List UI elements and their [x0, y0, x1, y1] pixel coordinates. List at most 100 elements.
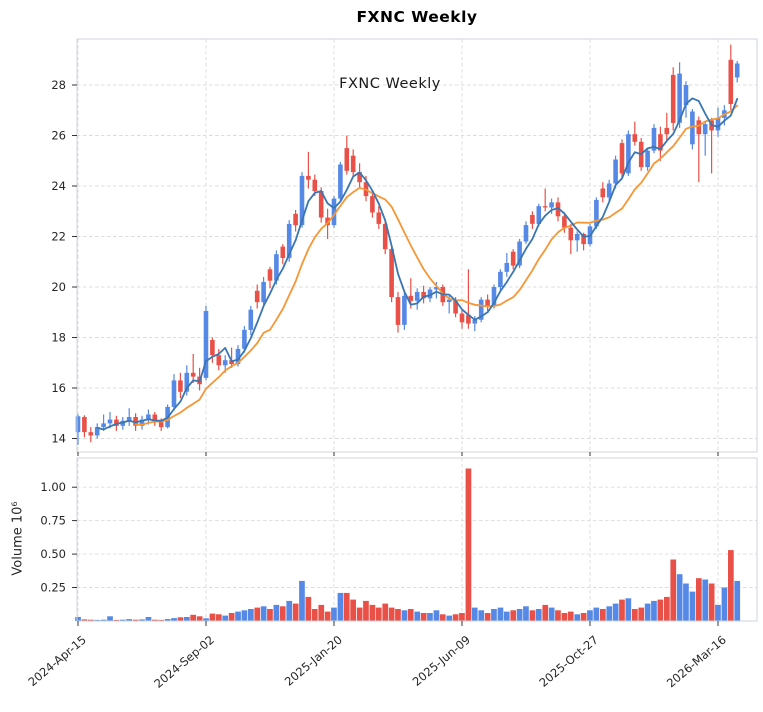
volume-bar — [702, 579, 709, 621]
candle — [318, 191, 324, 218]
candle — [728, 59, 734, 104]
candle — [670, 74, 676, 123]
volume-bar — [203, 618, 209, 621]
candle — [338, 164, 343, 199]
volume-tick-labels: 0.25 0.50 0.75 1.00 — [40, 480, 66, 594]
volume-bar — [235, 611, 241, 621]
volume-bar — [625, 598, 632, 621]
sma-slow-line — [134, 104, 739, 426]
candle — [94, 427, 100, 436]
volume-bar — [356, 607, 363, 621]
candle — [427, 289, 433, 299]
volume-bar — [324, 611, 331, 621]
volume-bar — [241, 610, 248, 621]
volume-bar — [689, 591, 696, 621]
candle — [562, 216, 567, 228]
volume-bar — [651, 600, 657, 621]
candle — [344, 148, 350, 171]
candle — [306, 175, 311, 180]
axis-ticks — [72, 84, 719, 626]
candle — [542, 206, 548, 208]
volume-bar — [260, 606, 267, 621]
volume-bar — [446, 615, 453, 621]
volume-bar — [88, 619, 94, 621]
volume-bar — [561, 613, 568, 621]
price-tick-labels: 14 16 18 20 22 24 26 28 — [51, 78, 66, 446]
volume-bar — [548, 607, 555, 621]
volume-bar — [363, 600, 369, 621]
candle — [536, 206, 542, 224]
date-tick-labels: 2024-Apr-15 2024-Sep-02 2025-Jan-20 2025-Ju… — [25, 633, 728, 691]
candle — [152, 414, 158, 423]
candle — [376, 212, 382, 224]
candle — [254, 290, 260, 303]
volume-bar — [721, 587, 728, 621]
volume-bar — [439, 614, 446, 621]
candle — [491, 287, 497, 306]
candle — [75, 416, 81, 433]
candle — [446, 299, 452, 303]
candle — [472, 319, 478, 324]
sma-fast-line — [96, 97, 739, 431]
volume-bar — [401, 610, 408, 621]
volume-bar — [503, 611, 510, 621]
volume-bar — [657, 599, 664, 621]
candle — [190, 372, 196, 377]
candle — [274, 254, 279, 281]
volume-bar — [318, 604, 325, 621]
volume-bar — [619, 599, 625, 621]
candle — [203, 311, 209, 378]
candle — [459, 313, 465, 323]
volume-bar — [286, 600, 293, 621]
candle — [114, 419, 119, 426]
candle — [248, 309, 254, 330]
volume-bar — [644, 603, 651, 621]
volume-bar — [452, 614, 459, 621]
panel-spines — [76, 38, 758, 622]
candle — [683, 85, 689, 106]
svg-text:0.75: 0.75 — [40, 514, 66, 528]
svg-text:2026-Mar-16: 2026-Mar-16 — [664, 633, 729, 691]
volume-bar — [580, 613, 587, 621]
candle — [690, 111, 695, 145]
candle — [613, 159, 618, 184]
candle — [178, 380, 183, 392]
volume-bar — [696, 578, 702, 621]
volume-bar — [120, 619, 126, 621]
volume-bar — [574, 614, 581, 621]
volume-bar — [132, 619, 139, 621]
volume-bar — [279, 606, 286, 621]
volume-bar — [100, 619, 107, 621]
candle — [734, 63, 740, 78]
volume-bar — [523, 606, 529, 621]
volume-bar — [177, 617, 184, 621]
volume-bar — [228, 613, 235, 621]
svg-text:18: 18 — [51, 331, 66, 345]
candle — [325, 217, 330, 226]
svg-text:26: 26 — [51, 129, 66, 143]
candle — [222, 360, 228, 366]
candle — [715, 117, 721, 131]
volume-bar — [145, 617, 152, 621]
candle — [357, 172, 362, 183]
volume-bar — [715, 604, 721, 621]
volume-bar — [75, 617, 81, 621]
candle — [632, 134, 638, 142]
volume-bar — [683, 583, 689, 621]
candle — [88, 432, 94, 436]
candle — [395, 297, 401, 325]
volume-bar — [433, 610, 440, 621]
volume-axis-label: Volume 10⁶ — [10, 501, 26, 576]
candle — [261, 282, 266, 303]
volume-bar — [81, 619, 88, 621]
candle — [549, 202, 554, 208]
volume-bar — [600, 609, 606, 621]
volume-bar — [728, 550, 734, 621]
volume-bar — [196, 616, 203, 621]
volume-bar — [491, 609, 497, 621]
candle — [510, 251, 516, 266]
volume-bar — [164, 619, 171, 621]
candle — [600, 188, 606, 198]
